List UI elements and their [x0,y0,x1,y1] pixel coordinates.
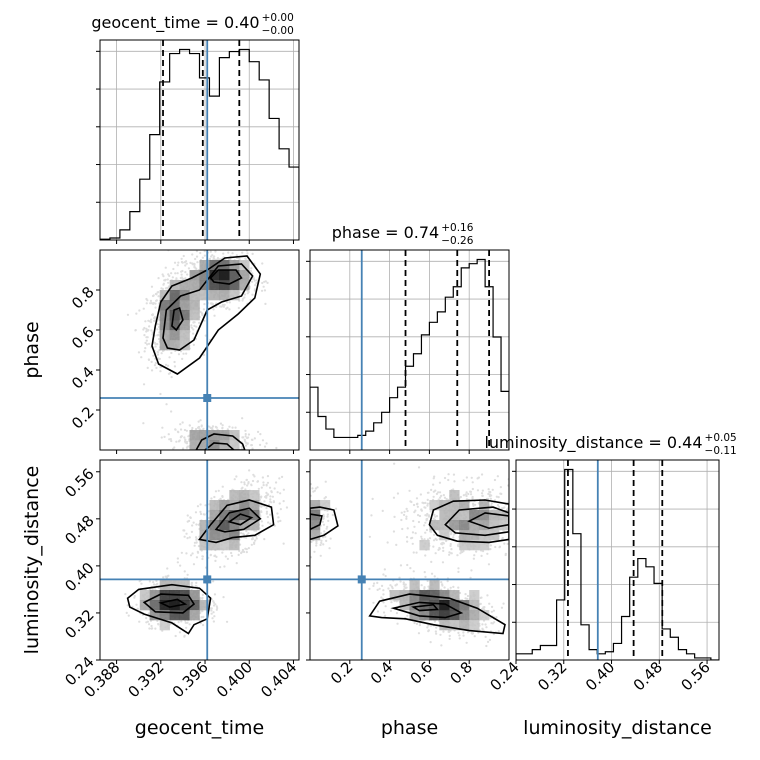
xtick-label-luminosity_distance-2: 0.40 [582,658,618,694]
ylabel-luminosity_distance: luminosity_distance [21,466,43,655]
ytick-label-luminosity_distance-3: 0.48 [61,512,97,548]
ytick-label-luminosity_distance-2: 0.40 [61,559,97,595]
contour-0-1-2 [171,306,184,332]
xtick-label-phase-1: 0.4 [367,658,397,688]
histogram-phase [310,258,509,450]
contour-0-1-4 [195,433,246,450]
panel-title-luminosity_distance: luminosity_distance = 0.44 +0.05−0.11 [484,432,736,457]
scatter-panel-geocent_time-phase [96,249,300,454]
contour-0-2-0 [126,583,212,635]
truth-marker-0-2 [203,575,212,584]
hist-panel-geocent_time [96,39,300,244]
contour-0-1-0 [151,255,262,375]
contour-0-2-4 [214,507,262,533]
hist-panel-phase [306,249,510,454]
ylabel-phase: phase [21,321,43,378]
title-text-luminosity_distance: luminosity_distance = 0.44 [484,433,702,453]
xtick-label-phase-0: 0.2 [327,658,357,688]
xtick-label-luminosity_distance-0: 0.24 [486,658,522,694]
ytick-label-phase-1: 0.4 [68,363,98,393]
ytick-label-phase-3: 0.8 [68,283,98,313]
contour-0-2-3 [198,499,275,544]
xtick-label-geocent_time-4: 0.404 [257,658,300,701]
truth-marker-0-1 [203,394,212,402]
xlabel-geocent_time: geocent_time [135,717,264,739]
title-plus-phase: +0.16 [441,222,473,234]
title-minus-geocent_time: −0.00 [262,25,294,37]
xtick-label-geocent_time-3: 0.400 [213,658,256,701]
title-plus-geocent_time: +0.00 [262,12,294,24]
contour-0-1-3 [209,269,243,285]
histogram-luminosity_distance [516,468,719,660]
xtick-label-luminosity_distance-4: 0.56 [678,658,714,694]
contour-1-2-1 [390,601,464,619]
contour-1-2-2 [411,603,440,612]
contour-0-1-5 [203,442,235,450]
scatter-panel-phase-luminosity_distance [306,459,510,664]
xtick-label-phase-2: 0.6 [407,658,437,688]
xtick-label-geocent_time-2: 0.396 [169,658,212,701]
scatter-panel-geocent_time-luminosity_distance [96,459,300,664]
contour-0-2-2 [158,598,188,608]
xtick-label-luminosity_distance-3: 0.48 [630,658,666,694]
contour-0-2-1 [142,593,196,614]
xlabel-phase: phase [381,717,438,739]
title-text-phase: phase = 0.74 [332,223,439,242]
xtick-label-phase-3: 0.8 [446,658,476,688]
contour-1-2-6 [310,506,339,541]
truth-marker-1-2 [357,575,366,584]
xtick-label-luminosity_distance-1: 0.32 [534,658,570,694]
contour-1-2-5 [467,512,509,530]
contour-1-2-0 [368,593,506,635]
ytick-label-phase-2: 0.6 [68,323,98,353]
panel-title-geocent_time: geocent_time = 0.40 +0.00−0.00 [91,12,293,37]
title-minus-phase: −0.26 [441,235,473,247]
xlabel-luminosity_distance: luminosity_distance [523,717,712,739]
contour-0-2-5 [227,513,254,526]
ytick-label-phase-0: 0.2 [68,403,98,433]
title-minus-luminosity_distance: −0.11 [705,445,737,457]
ytick-label-luminosity_distance-4: 0.56 [61,465,97,501]
xtick-label-geocent_time-1: 0.392 [125,658,168,701]
contour-0-1-1 [162,263,254,351]
histogram-geocent_time [100,48,299,240]
title-plus-luminosity_distance: +0.05 [705,432,737,444]
title-text-geocent_time: geocent_time = 0.40 [91,13,259,33]
panel-title-phase: phase = 0.74 +0.16−0.26 [332,222,474,247]
ytick-label-luminosity_distance-1: 0.32 [61,606,97,642]
contour-1-2-7 [310,513,323,531]
contour-1-2-4 [444,506,509,537]
contour-1-2-3 [428,499,509,544]
hist-panel-luminosity_distance [512,459,720,664]
